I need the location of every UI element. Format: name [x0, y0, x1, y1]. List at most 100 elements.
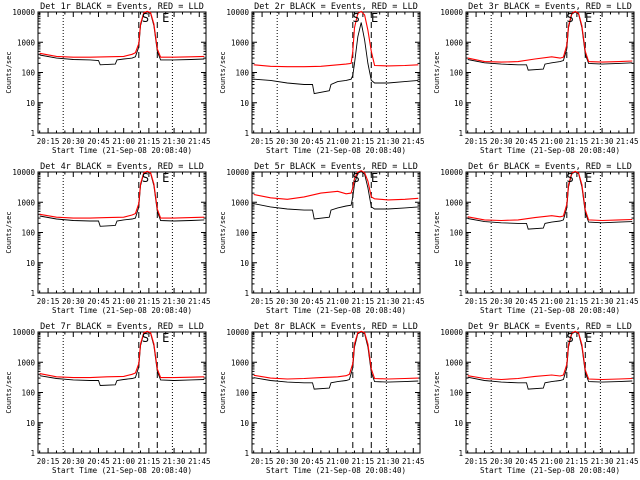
x-tick-label: 21:30: [591, 457, 614, 466]
panel-title: Det 8r BLACK = Events, RED = LLD: [254, 322, 418, 332]
y-tick-label: 1: [30, 129, 35, 138]
y-axis-label: Counts/sec: [219, 371, 227, 413]
y-tick-label: 100: [21, 389, 35, 398]
x-tick-label: 21:45: [188, 297, 211, 306]
y-tick-label: 1000: [17, 358, 36, 367]
x-tick-label: 20:30: [276, 457, 299, 466]
marker-s: S: [353, 171, 360, 185]
panel-det-9: Det 9r BLACK = Events, RED = LLD 1 10 100 10…: [433, 322, 639, 475]
x-tick-label: 21:15: [566, 297, 589, 306]
x-tick-label: 21:00: [540, 297, 563, 306]
x-axis-label: Start Time (21-Sep-08 20:08:40): [480, 146, 620, 155]
x-tick-label: 21:00: [540, 457, 563, 466]
x-axis-label: Start Time (21-Sep-08 20:08:40): [52, 466, 192, 475]
y-tick-label: 1: [458, 449, 463, 458]
panel-title: Det 6r BLACK = Events, RED = LLD: [468, 162, 632, 172]
x-tick-label: 20:15: [37, 457, 60, 466]
y-axis-label: Counts/sec: [219, 211, 227, 253]
x-tick-label: 20:15: [251, 137, 274, 146]
x-tick-label: 20:30: [490, 297, 513, 306]
x-tick-label: 20:15: [251, 457, 274, 466]
y-tick-label: 1: [458, 129, 463, 138]
y-tick-label: 1: [30, 449, 35, 458]
series-line-lld: [39, 170, 205, 219]
x-tick-label: 20:45: [515, 297, 538, 306]
x-tick-label: 20:30: [62, 297, 85, 306]
x-tick-label: 21:00: [112, 137, 135, 146]
y-tick-label: 100: [235, 69, 249, 78]
y-tick-label: 10: [26, 259, 36, 268]
y-tick-label: 10000: [440, 328, 463, 337]
panel-title: Det 3r BLACK = Events, RED = LLD: [468, 2, 632, 12]
y-tick-label: 10: [240, 99, 250, 108]
panel-det-3: Det 3r BLACK = Events, RED = LLD 1 10 100 10…: [433, 2, 639, 155]
x-tick-label: 21:30: [377, 137, 400, 146]
x-tick-label: 20:15: [37, 297, 60, 306]
y-tick-label: 10: [240, 259, 250, 268]
y-tick-label: 10000: [440, 8, 463, 17]
x-axis-label: Start Time (21-Sep-08 20:08:40): [266, 466, 406, 475]
panel-title: Det 7r BLACK = Events, RED = LLD: [40, 322, 204, 332]
y-tick-label: 100: [235, 229, 249, 238]
series-line-lld: [467, 330, 633, 381]
x-tick-label: 20:45: [87, 137, 110, 146]
x-tick-label: 21:45: [616, 137, 639, 146]
x-tick-label: 21:15: [352, 297, 375, 306]
x-tick-label: 20:30: [62, 457, 85, 466]
y-tick-label: 10000: [12, 168, 35, 177]
y-axis-label: Counts/sec: [433, 371, 441, 413]
y-tick-label: 10000: [226, 328, 249, 337]
marker-s: S: [353, 11, 360, 25]
series-line-events: [253, 331, 419, 390]
y-tick-label: 1000: [17, 38, 36, 47]
x-tick-label: 20:15: [465, 457, 488, 466]
x-tick-label: 21:45: [616, 457, 639, 466]
x-tick-label: 21:00: [112, 297, 135, 306]
x-tick-label: 21:00: [540, 137, 563, 146]
x-tick-label: 20:30: [490, 457, 513, 466]
panel-title: Det 9r BLACK = Events, RED = LLD: [468, 322, 632, 332]
x-tick-label: 21:45: [188, 457, 211, 466]
y-tick-label: 1000: [17, 198, 36, 207]
x-tick-label: 21:00: [112, 457, 135, 466]
x-tick-label: 20:45: [301, 137, 324, 146]
x-tick-label: 21:00: [326, 297, 349, 306]
x-tick-label: 21:30: [377, 297, 400, 306]
marker-s: S: [142, 331, 149, 345]
marker-s: S: [142, 171, 149, 185]
y-tick-label: 10000: [226, 168, 249, 177]
x-tick-label: 21:45: [402, 297, 425, 306]
y-tick-label: 100: [449, 229, 463, 238]
panel-det-8: Det 8r BLACK = Events, RED = LLD 1 10 100 10…: [219, 322, 425, 475]
y-tick-label: 100: [449, 389, 463, 398]
series-line-events: [467, 331, 633, 390]
y-tick-label: 1: [30, 289, 35, 298]
x-tick-label: 21:00: [326, 137, 349, 146]
series-line-lld: [467, 10, 633, 63]
x-tick-label: 21:15: [352, 137, 375, 146]
x-tick-label: 20:15: [37, 137, 60, 146]
x-tick-label: 21:15: [138, 137, 161, 146]
y-tick-label: 10: [26, 419, 36, 428]
y-tick-label: 1000: [231, 198, 250, 207]
x-axis-label: Start Time (21-Sep-08 20:08:40): [266, 146, 406, 155]
x-tick-label: 21:30: [163, 297, 186, 306]
panel-det-7: Det 7r BLACK = Events, RED = LLD 1 10 100 10…: [5, 322, 211, 475]
x-tick-label: 20:45: [515, 457, 538, 466]
marker-e: E: [585, 171, 592, 185]
y-tick-label: 1000: [445, 198, 464, 207]
x-tick-label: 21:15: [566, 457, 589, 466]
x-tick-label: 21:15: [352, 457, 375, 466]
y-tick-label: 10000: [12, 8, 35, 17]
series-line-events: [39, 11, 205, 66]
y-tick-label: 100: [235, 389, 249, 398]
y-tick-label: 100: [21, 69, 35, 78]
series-line-events: [39, 331, 205, 386]
x-tick-label: 21:15: [138, 457, 161, 466]
x-tick-label: 21:15: [138, 297, 161, 306]
x-tick-label: 20:15: [465, 297, 488, 306]
marker-e: E: [371, 171, 378, 185]
x-tick-label: 21:30: [163, 457, 186, 466]
y-tick-label: 1000: [231, 38, 250, 47]
y-axis-label: Counts/sec: [433, 51, 441, 93]
